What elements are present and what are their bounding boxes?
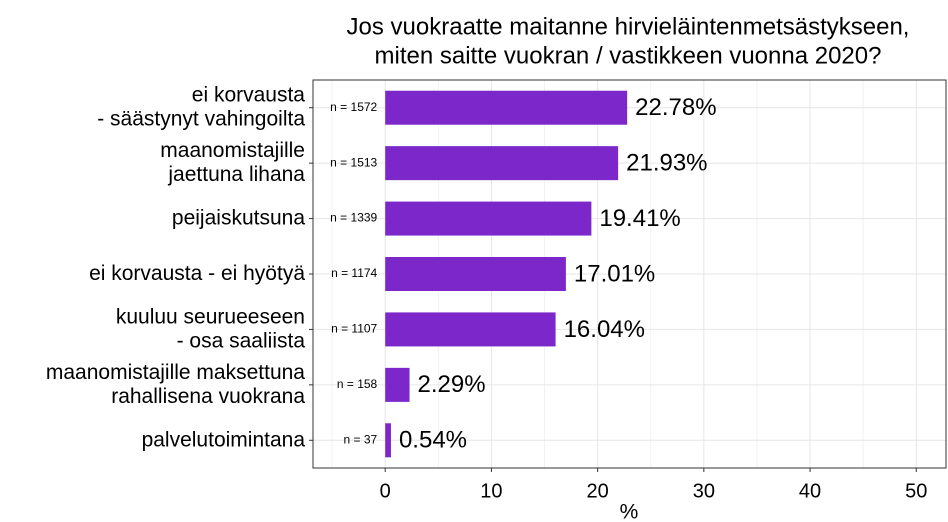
n-label: n = 1174 [331,266,377,280]
x-tick-label: 0 [380,480,391,502]
y-tick-label: kuuluu seurueeseen - osa saaliista [116,305,305,352]
bar [385,423,391,458]
y-tick-label-line: maanomistajille [160,139,305,162]
value-label: 16.04% [564,316,645,343]
bar [385,201,592,236]
y-tick-label: ei korvausta - ei hyötyä [89,262,305,285]
value-label: 2.29% [418,371,486,398]
bar [385,312,556,347]
y-tick-label-line: rahallisena vuokrana [111,384,305,407]
n-label: n = 1513 [330,155,377,169]
x-tick-label: 30 [693,480,715,502]
x-axis-label: % [620,501,639,522]
bar [385,367,410,402]
value-label: 17.01% [574,260,655,287]
n-label: n = 158 [337,377,378,391]
panel-border [312,79,947,469]
x-tick-label: 10 [480,480,502,502]
value-label: 21.93% [626,149,707,176]
y-tick-label-line: jaettuna lihana [167,163,305,186]
y-tick-label: ei korvausta - säästynyt vahingoilta [97,83,305,130]
n-label: n = 37 [344,432,378,446]
y-tick-label-line: - säästynyt vahingoilta [97,107,305,130]
value-label: 19.41% [599,205,680,232]
y-tick-label: palvelutoimintana [142,428,306,451]
bar [385,146,619,181]
value-label: 0.54% [399,427,467,454]
y-tick-label: peijaiskutsuna [172,206,305,229]
value-label: 22.78% [635,94,716,121]
y-tick-label-line: maanomistajille maksettuna [46,360,305,383]
n-label: n = 1572 [330,100,377,114]
y-tick-label-line: ei korvausta - ei hyötyä [89,262,305,285]
chart-title: miten saitte vuokran / vastikkeen vuonna… [375,42,882,69]
y-tick-label-line: kuuluu seurueeseen [116,305,305,328]
n-label: n = 1339 [330,211,377,225]
y-tick-label: maanomistajille maksettuna rahallisena vu… [46,360,305,407]
n-label: n = 1107 [331,322,377,336]
y-tick-label: maanomistajille jaettuna lihana [160,139,305,186]
x-tick-label: 50 [905,480,927,502]
bar [385,90,628,125]
bar [385,257,566,291]
y-tick-label-line: - osa saaliista [177,329,306,352]
y-tick-label-line: peijaiskutsuna [172,206,305,229]
x-tick-label: 20 [587,480,609,502]
y-tick-label-line: palvelutoimintana [142,428,306,451]
y-tick-label-line: ei korvausta [192,83,306,106]
chart-title: Jos vuokraatte maitanne hirvieläintenmet… [347,13,910,40]
x-tick-label: 40 [799,480,821,502]
